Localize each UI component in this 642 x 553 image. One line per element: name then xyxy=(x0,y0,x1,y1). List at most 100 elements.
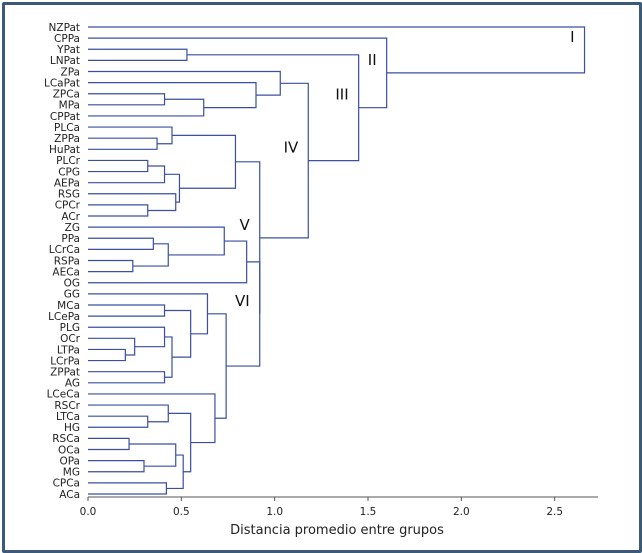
branch-n23 xyxy=(164,173,181,203)
branch-n7 xyxy=(88,204,149,217)
branch-n32 xyxy=(207,313,227,419)
leaf-labels-group: NZPatCPPaYPatLNPatZPaLCaPatZPCaMPaCPPatP… xyxy=(44,22,81,501)
branch-n24 xyxy=(88,48,188,61)
x-tick-label-0: 0.0 xyxy=(80,506,97,518)
branch-n29 xyxy=(88,293,209,335)
cluster-label-ii: II xyxy=(368,51,377,69)
leaf-label-lcepa: LCePa xyxy=(48,311,80,323)
leaf-label-ppa: PPa xyxy=(61,233,80,245)
branch-n37 xyxy=(235,161,261,314)
leaf-label-lcrca: LCrCa xyxy=(49,244,80,256)
branch-n14 xyxy=(88,326,166,348)
leaf-label-rsg: RSG xyxy=(58,189,80,201)
leaf-label-rscr: RSCr xyxy=(54,400,80,412)
branch-n8 xyxy=(88,415,149,428)
branch-n38 xyxy=(88,70,281,96)
leaf-label-plca: PLCa xyxy=(54,122,80,134)
branches-group xyxy=(88,26,586,495)
leaf-label-og: OG xyxy=(64,278,80,290)
leaf-label-acr: ACr xyxy=(61,211,80,223)
leaf-label-ltca: LTCa xyxy=(56,411,80,423)
x-axis: 0.0 0.5 1.0 1.5 2.0 2.5 xyxy=(80,496,598,518)
leaf-label-ocr: OCr xyxy=(60,333,81,345)
leaf-label-oca: OCa xyxy=(58,444,80,456)
x-axis-title: Distancia promedio entre grupos xyxy=(230,523,444,538)
branch-n30 xyxy=(88,393,216,444)
leaf-label-cpcr: CPCr xyxy=(55,200,81,212)
branch-n34 xyxy=(88,81,257,109)
leaf-label-plg: PLG xyxy=(60,322,80,334)
x-tick-label-4: 2.0 xyxy=(453,506,470,518)
leaf-label-lceca: LCeCa xyxy=(47,389,80,401)
branch-n39 xyxy=(259,82,309,239)
cluster-label-iv: IV xyxy=(284,139,299,157)
branch-n18 xyxy=(88,404,169,423)
leaf-label-lcapat: LCaPat xyxy=(44,77,80,89)
leaf-label-cpca: CPCa xyxy=(53,478,80,490)
branch-n4 xyxy=(88,259,134,273)
branch-n28 xyxy=(168,412,192,473)
cluster-label-v: V xyxy=(239,216,250,234)
leaf-label-zg: ZG xyxy=(65,222,80,234)
leaf-label-zppa: ZPPa xyxy=(54,133,80,145)
branch-n13 xyxy=(88,304,166,317)
branch-n21 xyxy=(129,443,177,467)
x-tick-label-1: 0.5 xyxy=(173,506,190,518)
branch-n16 xyxy=(88,482,167,495)
leaf-label-cppat: CPPat xyxy=(50,111,80,123)
branch-n27 xyxy=(88,98,205,117)
branch-n42 xyxy=(88,26,586,74)
leaf-label-gg: GG xyxy=(64,289,80,301)
leaf-label-zppat: ZPPat xyxy=(50,366,80,378)
x-tick-label-3: 1.5 xyxy=(360,506,377,518)
leaf-label-aeca: AECa xyxy=(52,266,80,278)
branch-n35 xyxy=(88,240,248,284)
branch-n10 xyxy=(88,137,158,150)
leaf-label-lnpat: LNPat xyxy=(50,55,80,67)
leaf-label-mca: MCa xyxy=(57,300,80,312)
leaf-label-opa: OPa xyxy=(59,455,80,467)
leaf-label-hupat: HuPat xyxy=(49,144,80,156)
leaf-label-zpca: ZPCa xyxy=(53,89,80,101)
branch-n11 xyxy=(88,93,166,106)
leaf-label-rsca: RSCa xyxy=(52,433,80,445)
leaf-label-aepa: AEPa xyxy=(54,177,80,189)
leaf-label-mpa: MPa xyxy=(59,100,80,112)
branch-n12 xyxy=(88,165,166,184)
leaf-label-aca: ACa xyxy=(59,489,80,501)
branch-n25 xyxy=(166,454,184,490)
branch-n3 xyxy=(88,337,136,356)
branch-n15 xyxy=(88,371,166,384)
leaf-label-cppa: CPPa xyxy=(54,33,80,45)
leaf-label-ypat: YPat xyxy=(56,44,80,56)
leaf-label-cpg: CPG xyxy=(58,166,80,178)
branch-n6 xyxy=(88,159,149,173)
branch-n2 xyxy=(88,437,130,451)
leaf-label-plcr: PLCr xyxy=(56,155,81,167)
leaf-label-nzpat: NZPat xyxy=(49,22,80,34)
cluster-label-vi: VI xyxy=(235,292,250,310)
x-tick-label-2: 1.0 xyxy=(266,506,283,518)
x-tick-label-5: 2.5 xyxy=(546,506,563,518)
leaf-label-rspa: RSPa xyxy=(54,255,80,267)
branch-n22 xyxy=(88,193,177,212)
leaf-label-lcrpa: LCrPa xyxy=(50,355,80,367)
leaf-label-hg: HG xyxy=(64,422,80,434)
branch-n26 xyxy=(164,309,192,358)
branch-n19 xyxy=(164,336,173,378)
cluster-label-i: I xyxy=(570,28,574,46)
cluster-label-iii: III xyxy=(335,86,348,104)
leaf-label-ltpa: LTPa xyxy=(57,344,80,356)
branch-n20 xyxy=(88,126,173,145)
branch-n5 xyxy=(88,460,145,473)
branch-n17 xyxy=(132,243,169,267)
branch-n31 xyxy=(88,226,225,256)
branch-n36 xyxy=(226,261,261,367)
leaf-label-mg: MG xyxy=(63,467,80,479)
branch-n1 xyxy=(88,348,126,362)
branch-n9 xyxy=(88,237,154,250)
leaf-label-zpa: ZPa xyxy=(61,66,81,78)
branch-n33 xyxy=(172,134,237,189)
